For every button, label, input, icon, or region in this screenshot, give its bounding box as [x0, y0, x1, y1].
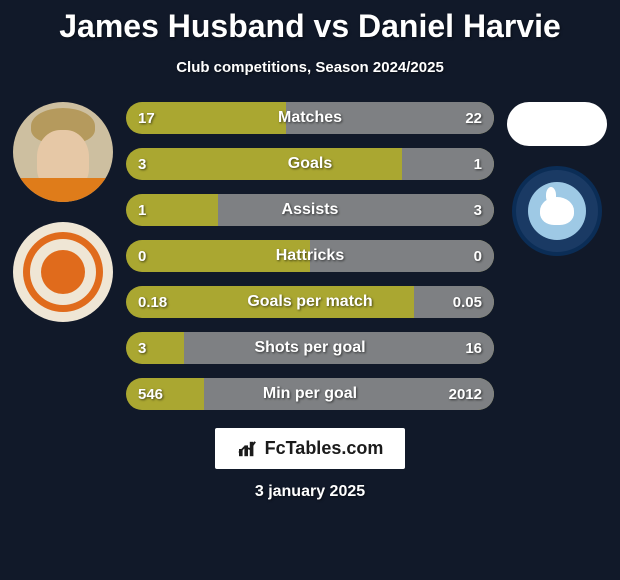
stat-row: 5462012Min per goal: [126, 378, 494, 410]
player-left-avatar: [13, 102, 113, 202]
stat-label: Assists: [126, 194, 494, 226]
footer: FcTables.com 3 january 2025: [0, 428, 620, 501]
generation-date: 3 january 2025: [255, 483, 365, 501]
stat-row: 13Assists: [126, 194, 494, 226]
stat-label: Matches: [126, 102, 494, 134]
subtitle: Club competitions, Season 2024/2025: [0, 59, 620, 76]
stat-label: Goals per match: [126, 286, 494, 318]
player-right-club-crest: [512, 166, 602, 256]
stat-row: 0.180.05Goals per match: [126, 286, 494, 318]
stat-row: 316Shots per goal: [126, 332, 494, 364]
stat-row: 31Goals: [126, 148, 494, 180]
stat-row: 1722Matches: [126, 102, 494, 134]
stat-label: Min per goal: [126, 378, 494, 410]
stat-label: Hattricks: [126, 240, 494, 272]
comparison-body: 1722Matches 31Goals 13Assists 00Hattricks 0.…: [0, 102, 620, 410]
player-left-club-crest: [13, 222, 113, 322]
stat-row: 00Hattricks: [126, 240, 494, 272]
left-player-column: [8, 102, 118, 322]
stats-bars: 1722Matches 31Goals 13Assists 00Hattricks 0.…: [126, 102, 494, 410]
right-player-column: [502, 102, 612, 256]
brand-badge: FcTables.com: [215, 428, 406, 469]
page-title: James Husband vs Daniel Harvie: [0, 0, 620, 45]
brand-chart-icon: [237, 440, 259, 458]
brand-text: FcTables.com: [265, 438, 384, 459]
stat-label: Goals: [126, 148, 494, 180]
player-right-avatar-placeholder: [507, 102, 607, 146]
stat-label: Shots per goal: [126, 332, 494, 364]
